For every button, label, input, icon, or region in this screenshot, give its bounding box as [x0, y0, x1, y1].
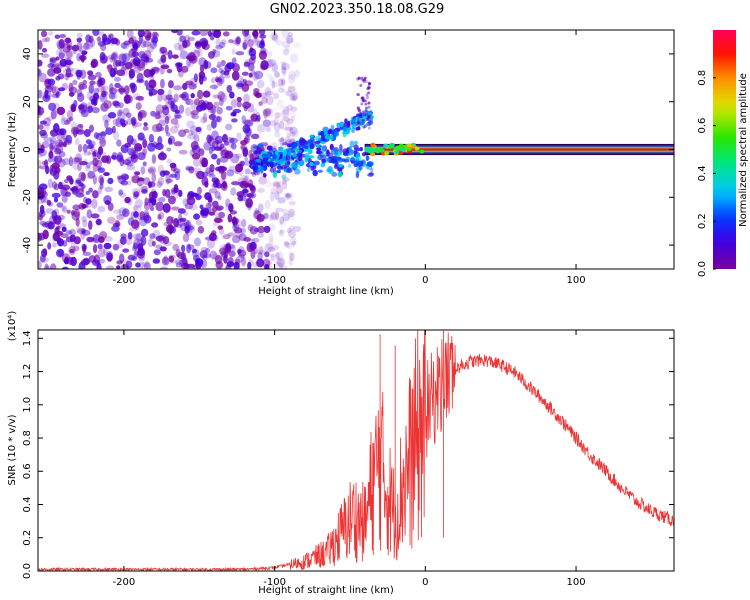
snr-y-axis-label: SNR (10 * v/v): [7, 414, 18, 485]
heatmap-y-tick-label: -40: [22, 237, 33, 253]
snr-x-axis-label: Height of straight line (km): [258, 585, 394, 596]
heatmap-y-tick-label: 0: [22, 146, 33, 152]
snr-peak-point: [442, 331, 445, 333]
snr-y-tick-label: 0.6: [22, 463, 33, 479]
heatmap-cells: [38, 30, 674, 269]
page-title: GN02.2023.350.18.08.G29: [269, 2, 445, 17]
colorbar-tick-label: 0.4: [697, 165, 708, 181]
heatmap-y-axis-label: Frequency (Hz): [7, 112, 18, 188]
snr-y-tick-label: 0.0: [22, 563, 33, 579]
heatmap-y-tick-label: -20: [22, 189, 33, 205]
colorbar-tick-label: 0.0: [697, 261, 708, 277]
snr-y-tick-label: 0.2: [22, 530, 33, 546]
heatmap-x-tick-label: 100: [566, 275, 585, 286]
colorbar-label: Normalized spectral amplitude: [738, 73, 749, 227]
snr-series-line: [38, 330, 674, 571]
heatmap-x-axis-label: Height of straight line (km): [258, 286, 394, 297]
heatmap-x-tick-label: -200: [113, 275, 136, 286]
heatmap-y-tick-label: 40: [22, 48, 33, 61]
snr-x-tick-label: -200: [113, 577, 136, 588]
snr-y-tick-label: 0.8: [22, 430, 33, 446]
snr-frame: [37, 329, 675, 572]
heatmap-y-tick-label: 20: [22, 95, 33, 108]
snr-x-tick-label: 0: [422, 577, 428, 588]
colorbar-tick-label: 0.2: [697, 213, 708, 229]
heatmap-x-tick-label: 0: [422, 275, 428, 286]
heatmap-x-tick-label: -100: [263, 275, 286, 286]
snr-y-tick-label: 1.2: [22, 364, 33, 380]
snr-y-tick-label: 1.0: [22, 397, 33, 413]
colorbar: [713, 30, 736, 269]
snr-y-tick-label: 0.4: [22, 497, 33, 513]
colorbar-tick-label: 0.8: [697, 70, 708, 86]
snr-peak-point: [394, 346, 396, 348]
snr-x-tick-label: 100: [566, 577, 585, 588]
colorbar-tick-label: 0.6: [697, 118, 708, 134]
tone-track-core: [380, 148, 674, 151]
snr-y-scale-note: (x10⁴): [7, 311, 18, 342]
snr-y-tick-label: 1.4: [22, 330, 33, 346]
snr-peak-point: [379, 334, 381, 336]
snr-x-tick-label: -100: [263, 577, 286, 588]
